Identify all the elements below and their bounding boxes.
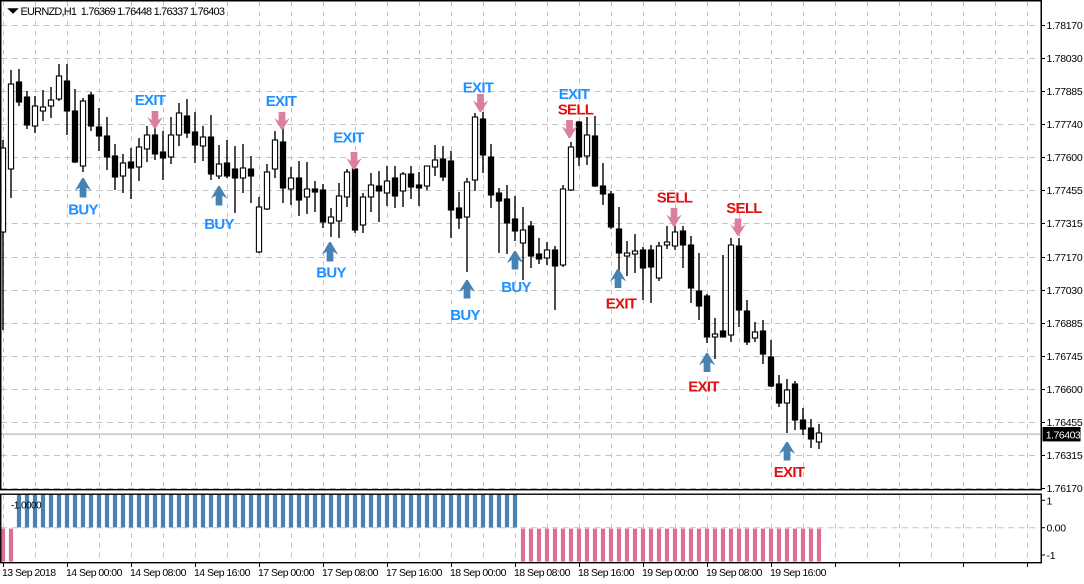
svg-text:EXIT: EXIT [266, 93, 297, 110]
svg-text:1.78030: 1.78030 [1047, 53, 1083, 65]
svg-text:0.00: 0.00 [1047, 523, 1067, 535]
svg-text:1.78170: 1.78170 [1047, 20, 1083, 32]
svg-text:1.77885: 1.77885 [1047, 86, 1083, 98]
svg-text:1.76600: 1.76600 [1047, 384, 1083, 396]
svg-text:19 Sep 08:00: 19 Sep 08:00 [706, 567, 763, 579]
svg-text:-1.0000: -1.0000 [11, 500, 42, 511]
svg-text:EXIT: EXIT [559, 86, 590, 103]
svg-text:-1: -1 [1047, 550, 1056, 562]
svg-text:14 Sep 16:00: 14 Sep 16:00 [194, 567, 251, 579]
svg-text:17 Sep 00:00: 17 Sep 00:00 [258, 567, 315, 579]
svg-text:18 Sep 08:00: 18 Sep 08:00 [514, 567, 571, 579]
svg-text:EXIT: EXIT [463, 80, 494, 97]
svg-text:1.77740: 1.77740 [1047, 119, 1083, 131]
svg-text:BUY: BUY [450, 307, 480, 324]
svg-text:SELL: SELL [558, 101, 594, 118]
svg-text:EXIT: EXIT [333, 130, 364, 147]
svg-text:BUY: BUY [316, 265, 346, 282]
svg-text:13 Sep 2018: 13 Sep 2018 [2, 567, 56, 579]
svg-text:1.76455: 1.76455 [1047, 417, 1083, 429]
svg-text:EXIT: EXIT [688, 379, 719, 396]
svg-text:17 Sep 08:00: 17 Sep 08:00 [322, 567, 379, 579]
svg-text:EXIT: EXIT [135, 92, 166, 109]
svg-text:1.76403: 1.76403 [1046, 429, 1081, 441]
svg-text:BUY: BUY [68, 202, 98, 219]
svg-text:1.77600: 1.77600 [1047, 152, 1083, 164]
svg-text:14 Sep 00:00: 14 Sep 00:00 [66, 567, 123, 579]
svg-text:14 Sep 08:00: 14 Sep 08:00 [130, 567, 187, 579]
svg-text:EURNZD,H1 1.76369 1.76448 1.7: EURNZD,H1 1.76369 1.76448 1.76337 1.7640… [21, 6, 225, 18]
svg-text:SELL: SELL [657, 190, 693, 207]
svg-text:19 Sep 16:00: 19 Sep 16:00 [770, 567, 827, 579]
svg-text:1.76170: 1.76170 [1047, 483, 1083, 495]
svg-text:1: 1 [1047, 495, 1053, 507]
svg-text:1.77170: 1.77170 [1047, 252, 1083, 264]
svg-text:1.76885: 1.76885 [1047, 318, 1083, 330]
svg-text:1.77030: 1.77030 [1047, 285, 1083, 297]
svg-text:BUY: BUY [204, 216, 234, 233]
svg-text:17 Sep 16:00: 17 Sep 16:00 [386, 567, 443, 579]
svg-text:BUY: BUY [501, 279, 531, 296]
svg-text:19 Sep 00:00: 19 Sep 00:00 [642, 567, 699, 579]
svg-text:1.77315: 1.77315 [1047, 218, 1083, 230]
svg-text:18 Sep 16:00: 18 Sep 16:00 [578, 567, 635, 579]
svg-text:SELL: SELL [726, 200, 762, 217]
svg-text:1.76315: 1.76315 [1047, 450, 1083, 462]
svg-text:EXIT: EXIT [606, 296, 637, 313]
svg-text:1.77455: 1.77455 [1047, 185, 1083, 197]
svg-text:18 Sep 00:00: 18 Sep 00:00 [450, 567, 507, 579]
svg-text:EXIT: EXIT [774, 464, 805, 481]
svg-text:1.76745: 1.76745 [1047, 351, 1083, 363]
